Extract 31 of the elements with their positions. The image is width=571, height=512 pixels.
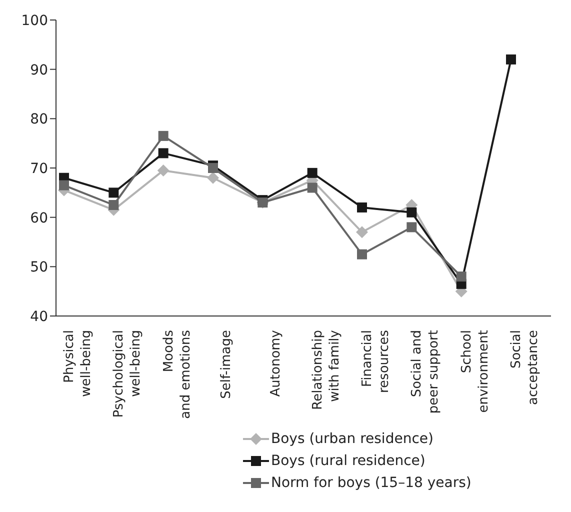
point [307,182,318,193]
x-tick-label: Physical well-being [62,330,94,397]
point [108,200,119,210]
point [59,180,69,190]
point [506,54,516,64]
legend-label: Boys (urban residence) [271,431,434,447]
point [356,226,368,238]
point [406,207,417,218]
point [456,272,466,282]
x-tick-label: Autonomy [268,330,284,397]
y-tick-label: 100 [21,12,48,29]
legend-label: Norm for boys (15–18 years) [271,475,472,491]
x-tick-label: Self-image [219,330,234,399]
point [207,172,219,184]
x-tick-label: Relationship with family [310,330,342,410]
point [158,148,168,158]
y-tick-label: 90 [30,62,48,78]
y-tick-label: 80 [30,112,48,128]
point [208,163,218,173]
point [108,188,119,198]
y-tick-label: 70 [30,160,48,177]
point [406,222,417,232]
y-tick-label: 50 [30,260,48,276]
point [158,130,168,141]
y-tick-label: 60 [30,210,48,226]
point [357,202,367,212]
point [157,164,170,176]
legend-label: Boys (rural residence) [271,453,426,469]
point [357,249,367,260]
point [307,168,318,178]
y-tick-label: 40 [30,308,48,325]
